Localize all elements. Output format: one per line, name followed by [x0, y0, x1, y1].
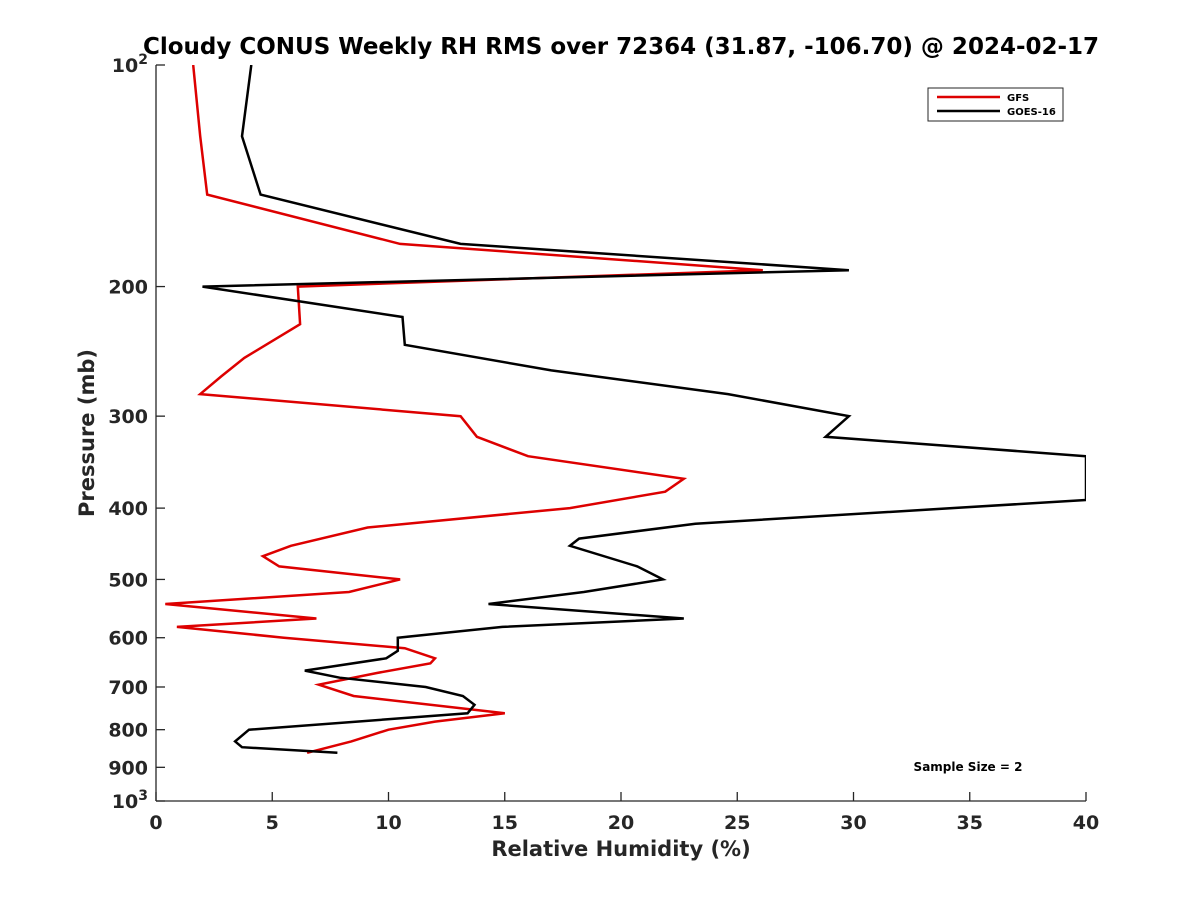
x-tick-label: 10 — [375, 812, 401, 834]
legend-label-gfs: GFS — [1007, 93, 1029, 104]
y-tick-label: 102 — [112, 52, 148, 77]
y-tick-label: 300 — [108, 406, 148, 428]
x-tick-label: 20 — [608, 812, 634, 834]
y-tick-label: 600 — [108, 628, 148, 650]
x-tick-label: 0 — [149, 812, 162, 834]
x-tick-label: 5 — [266, 812, 279, 834]
sample-size-annotation: Sample Size = 2 — [914, 760, 1023, 774]
legend: GFS GOES-16 — [927, 87, 1064, 122]
x-axis-ticks: 0 5 10 15 20 25 30 35 40 — [149, 792, 1099, 834]
legend-box — [927, 87, 1064, 122]
x-tick-label: 15 — [492, 812, 518, 834]
y-tick-label: 400 — [108, 498, 148, 520]
x-tick-label: 25 — [724, 812, 750, 834]
x-tick-label: 35 — [957, 812, 983, 834]
plot-area — [156, 65, 1086, 801]
y-axis-ticks: 102 200 300 400 500 600 700 800 900 103 — [108, 52, 165, 813]
x-tick-label: 30 — [840, 812, 866, 834]
y-axis-label: Pressure (mb) — [75, 349, 99, 517]
y-tick-label: 200 — [108, 277, 148, 299]
series-line-gfs — [165, 65, 763, 755]
series-layer — [165, 65, 1086, 755]
series-line-goes-16 — [202, 65, 1086, 755]
y-tick-label: 700 — [108, 677, 148, 699]
y-tick-label: 103 — [112, 788, 148, 813]
y-tick-label: 800 — [108, 720, 148, 742]
legend-label-goes-16: GOES-16 — [1007, 107, 1056, 118]
x-axis-label: Relative Humidity (%) — [491, 837, 750, 861]
chart-title: Cloudy CONUS Weekly RH RMS over 72364 (3… — [143, 34, 1099, 60]
y-tick-label: 500 — [108, 569, 148, 591]
x-tick-label: 40 — [1073, 812, 1099, 834]
y-tick-label: 900 — [108, 757, 148, 779]
